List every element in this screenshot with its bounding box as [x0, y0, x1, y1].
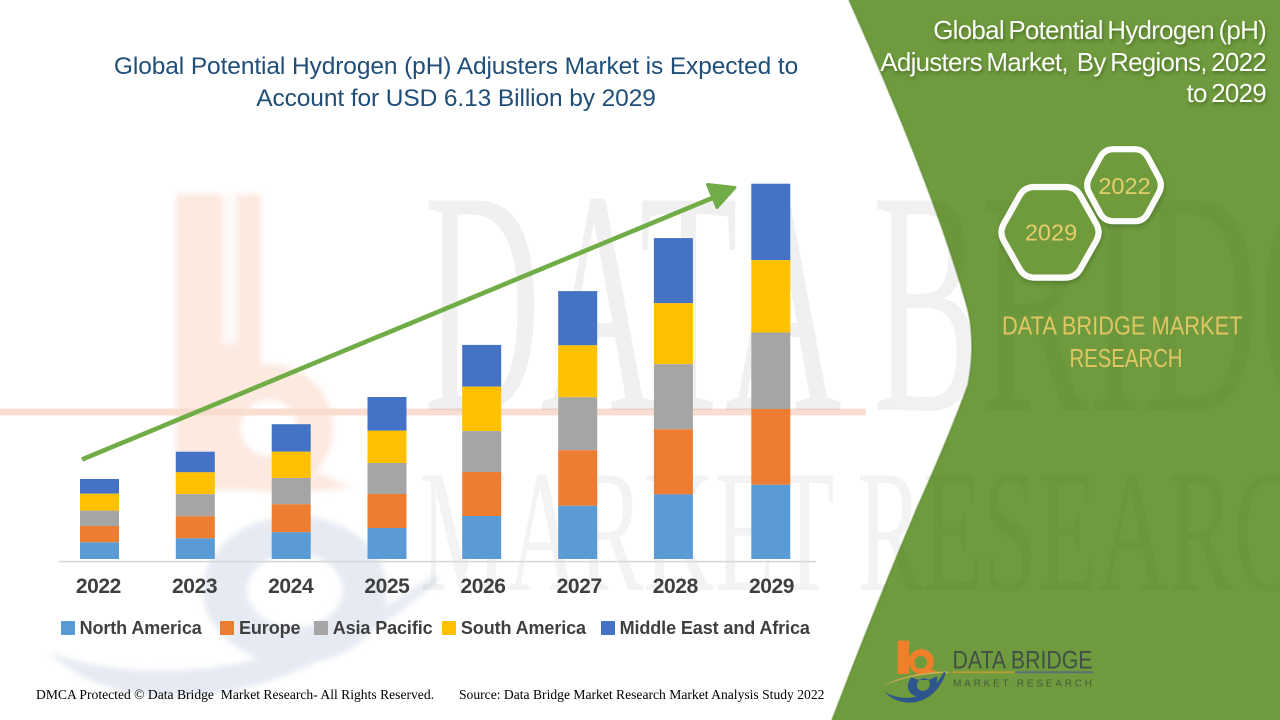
- svg-text:2022: 2022: [1098, 173, 1150, 199]
- svg-text:RESEARCH: RESEARCH: [1070, 343, 1183, 373]
- svg-text:2029: 2029: [1025, 220, 1077, 246]
- svg-text:DATA BRIDGE: DATA BRIDGE: [953, 647, 1093, 675]
- svg-text:MARKET RESEARCH: MARKET RESEARCH: [953, 679, 1092, 690]
- svg-text:DATA BRIDGE MARKET: DATA BRIDGE MARKET: [1002, 311, 1243, 341]
